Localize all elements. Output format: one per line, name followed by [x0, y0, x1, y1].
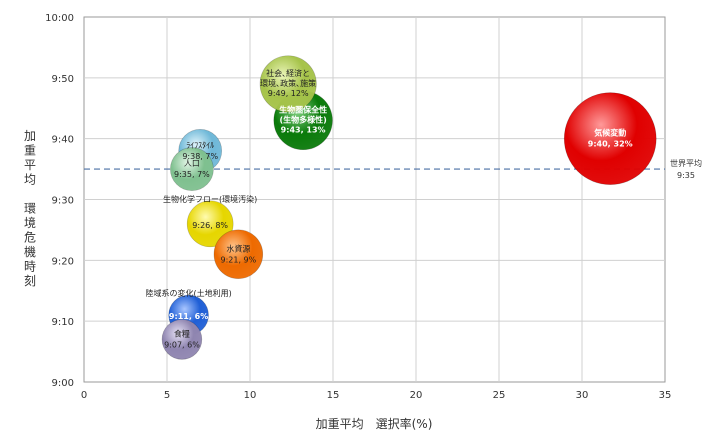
bubble-name-label: ﾗｲﾌｽﾀｲﾙ — [186, 141, 214, 150]
world-average-value: 9:35 — [677, 171, 695, 180]
x-tick-label: 30 — [576, 390, 589, 401]
bubble-name-label: 社会､経済と — [266, 68, 310, 78]
bubble-name-label: 人口 — [184, 159, 200, 168]
bubble — [259, 55, 317, 113]
bubble-name-label: 食糧 — [174, 328, 190, 338]
bubble-value-label: 9:07, 6% — [164, 340, 200, 349]
bubble-value-label: 9:38, 7% — [182, 152, 218, 161]
x-tick-label: 35 — [659, 390, 672, 401]
x-axis-title: 加重平均 選択率(%) — [316, 416, 433, 431]
bubble-name-label: 気候変動 — [594, 128, 626, 138]
x-axis-ticks: 0 5 10 15 20 25 30 35 — [81, 390, 672, 401]
bubble — [186, 200, 234, 248]
x-tick-label: 15 — [327, 390, 340, 401]
bubble-value-label: 9:40, 32% — [588, 140, 633, 149]
x-tick-label: 20 — [410, 390, 423, 401]
bubble-value-label: 9:43, 13% — [281, 125, 326, 134]
reference-line-group: 世界平均 9:35 — [84, 158, 702, 180]
bubble-value-label: 9:35, 7% — [174, 170, 210, 179]
gridlines — [84, 17, 665, 382]
bubble-value-label: 9:11, 6% — [169, 312, 208, 321]
y-tick-label: 9:30 — [52, 196, 74, 207]
x-tick-label: 5 — [164, 390, 170, 401]
bubble — [170, 147, 214, 191]
bubble-value-label: 9:49, 12% — [268, 89, 309, 98]
bubble-name-label: 生物圏保全性 — [279, 104, 327, 114]
y-tick-label: 9:40 — [52, 135, 74, 146]
world-average-label: 世界平均 — [670, 158, 702, 168]
y-tick-label: 9:00 — [52, 378, 74, 389]
bubbles: 気候変動 9:40, 32% 生物圏保全性(生物多様性)9:43, 13% 社会､経済… — [145, 55, 657, 360]
x-tick-label: 10 — [244, 390, 257, 401]
y-tick-label: 9:20 — [52, 256, 74, 267]
bubble-name-label-2: 環境､政策､施策 — [260, 78, 316, 88]
y-tick-label: 9:10 — [52, 317, 74, 328]
bubble-value-label: 9:26, 8% — [192, 221, 228, 230]
x-tick-label: 0 — [81, 390, 87, 401]
bubble-name-label-2: (生物多様性) — [279, 114, 326, 124]
bubble — [563, 92, 657, 185]
bubble-name-label: 生物化学フロー(環境汚染) — [163, 194, 257, 204]
bubble — [213, 229, 264, 279]
x-tick-label: 25 — [493, 390, 506, 401]
bubble — [161, 319, 203, 360]
bubble-name-label: 陸域系の変化(土地利用) — [145, 288, 231, 298]
y-axis-ticks: 9:00 9:10 9:20 9:30 9:40 9:50 10:00 — [45, 13, 74, 389]
bubble-value-label: 9:21, 9% — [221, 255, 257, 264]
bubble-name-label: 水資源 — [226, 243, 250, 253]
y-axis-title: 加重平均 環境危機時刻 — [24, 129, 36, 288]
y-tick-label: 9:50 — [52, 74, 74, 85]
y-tick-label: 10:00 — [45, 13, 74, 24]
